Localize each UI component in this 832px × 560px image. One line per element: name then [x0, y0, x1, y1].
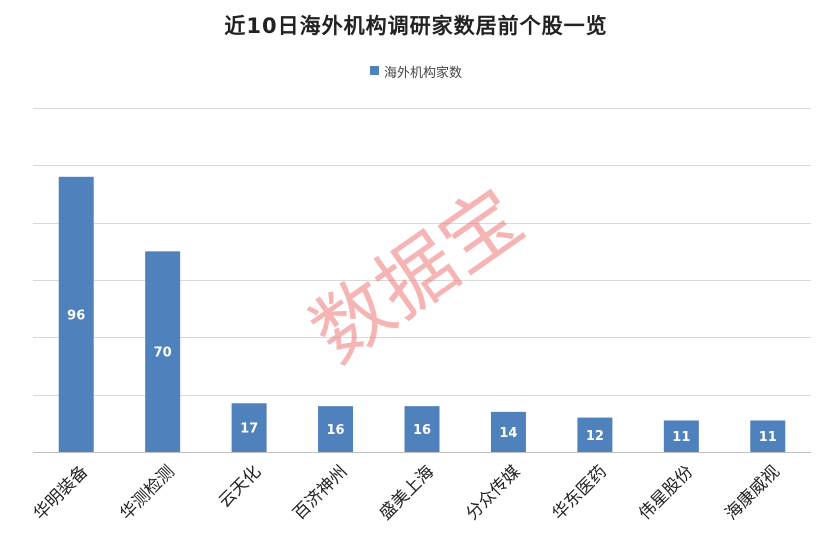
- category-label: 云天化: [215, 462, 265, 512]
- category-label: 海康威视: [722, 462, 784, 524]
- data-label: 96: [67, 308, 85, 323]
- category-label: 华明装备: [30, 462, 92, 524]
- data-label: 16: [327, 423, 345, 438]
- data-label: 11: [759, 430, 777, 445]
- legend-swatch: [369, 66, 379, 75]
- bar: [490, 411, 526, 452]
- bar: [404, 406, 440, 452]
- bar: [750, 420, 786, 452]
- category-label: 华东医药: [549, 462, 611, 524]
- data-label: 70: [154, 346, 172, 361]
- bar: [145, 251, 181, 452]
- watermark: 数据宝: [296, 172, 539, 380]
- data-label: 16: [413, 423, 431, 438]
- category-label: 盛美上海: [376, 462, 438, 524]
- data-label: 14: [499, 426, 517, 441]
- category-label: 伟星股份: [635, 462, 697, 524]
- bar: [58, 176, 94, 453]
- data-labels: 96 70 17 16 16 14 12 11 11: [67, 308, 777, 445]
- bar: [231, 403, 267, 452]
- data-label: 12: [586, 429, 604, 444]
- category-label: 分众传媒: [462, 462, 524, 524]
- category-label: 百济神州: [289, 462, 351, 524]
- data-label: 11: [672, 430, 690, 445]
- legend: 海外机构家数: [0, 62, 832, 81]
- bars: [58, 176, 786, 453]
- bar: [577, 417, 613, 452]
- category-label: 华测检测: [116, 462, 178, 524]
- legend-label: 海外机构家数: [383, 66, 462, 81]
- bar: [318, 406, 354, 452]
- bar: [663, 420, 699, 452]
- chart-title: 近10日海外机构调研家数居前个股一览: [224, 14, 608, 38]
- category-labels: 华明装备 华测检测 云天化 百济神州 盛美上海 分众传媒 华东医药 伟星股份 海康威视: [30, 462, 784, 524]
- data-label: 17: [240, 422, 258, 437]
